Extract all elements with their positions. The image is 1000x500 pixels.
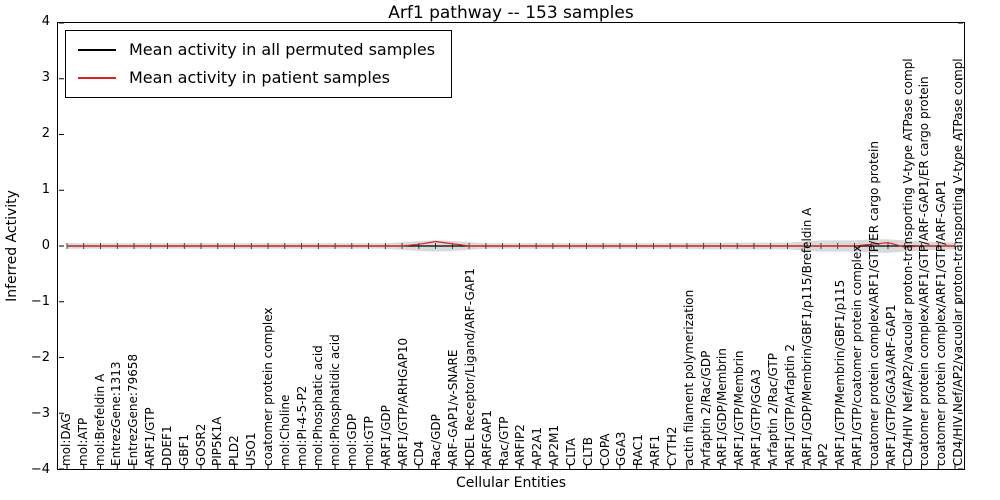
x-tick-label: Rac/GTP <box>496 416 511 466</box>
x-tick-label: CLTB <box>580 437 595 466</box>
x-tick-label: ARF-GAP1/v-SNARE <box>446 349 461 466</box>
x-tick-label: mol:GDP <box>345 413 360 466</box>
x-tick-label: ARF1/GTP/Membrin/GBF1/p115 <box>833 279 848 466</box>
x-tick-label: coatomer protein complex <box>260 307 275 466</box>
x-tick-label: USO1 <box>244 432 259 466</box>
legend-line-patient-icon <box>78 76 116 79</box>
x-tick-label: Rac/GDP <box>429 414 444 466</box>
x-tick-label: coatomer protein complex/ARF1/GTP/ARF-GA… <box>934 180 949 466</box>
x-tick-label: mol:Phosphatic acid <box>311 345 326 466</box>
x-tick-label: ARF1/GTP/ARHGAP10 <box>395 337 410 466</box>
x-tick-label: ARF1/GTP <box>143 407 158 466</box>
x-tick-label: mol:Brefeldin A <box>92 373 107 466</box>
x-tick-label: GBF1 <box>176 433 191 466</box>
y-tick-label: −3 <box>30 406 50 421</box>
x-tick-label: mol:GTP <box>361 416 376 466</box>
x-tick-label: AP2A1 <box>530 427 545 466</box>
y-tick-label: 3 <box>41 70 50 85</box>
x-tick-label: mol:DAG <box>59 413 73 466</box>
x-tick-label: mol:ATP <box>75 417 90 466</box>
x-tick-label: AP2 <box>816 442 831 466</box>
x-tick-label: GGA3 <box>614 431 629 466</box>
x-tick-label: mol:Phosphatidic acid <box>328 334 343 466</box>
y-tick-label: −1 <box>30 294 50 309</box>
x-tick-label: CYTH2 <box>664 426 679 467</box>
y-tick-label: −4 <box>30 462 50 477</box>
x-tick-label: mol:Choline <box>277 394 292 466</box>
y-tick-label: −2 <box>30 350 50 365</box>
x-tick-label: PLD2 <box>227 435 242 466</box>
x-tick-label: GOSR2 <box>193 423 208 466</box>
x-tick-label: EntrezGene:1313 <box>109 361 124 467</box>
series-line-1 <box>66 240 956 248</box>
x-tick-label: ARFGAP1 <box>479 410 494 466</box>
y-tick-label: 0 <box>41 238 50 253</box>
x-tick-label: ARFIP2 <box>513 424 528 466</box>
y-tick-label: 1 <box>41 182 50 197</box>
x-tick-label: mol:PI-4-5-P2 <box>294 385 309 466</box>
x-tick-label: ARF1/GDP/Membrin/GBF1/p115/Brefeldin A <box>799 207 814 466</box>
x-tick-label: ARF1/GTP/GGA3 <box>749 368 764 466</box>
legend-label-patient: Mean activity in patient samples <box>129 68 390 87</box>
x-tick-label: ARF1/GDP <box>378 405 393 466</box>
x-axis-label: Cellular Entities <box>455 475 567 491</box>
x-tick-label: PIP5K1A <box>210 416 225 466</box>
chart-canvas <box>59 22 963 470</box>
x-tick-label: coatomer protein complex/ARF1/GTP/ARF-GA… <box>917 76 932 466</box>
x-tick-label: CLTA <box>563 437 578 466</box>
x-tick-label: RAC1 <box>631 434 646 466</box>
x-tick-label: CD4/HIV Nef/AP2/vacuolar proton-transpor… <box>900 58 915 466</box>
x-tick-label: ARF1/GTP/GGA3/ARF-GAP1 <box>883 304 898 466</box>
x-tick-label: CD4/HIV Nef/AP2/vacuolar proton-transpor… <box>951 58 965 466</box>
legend-label-permuted: Mean activity in all permuted samples <box>129 40 436 59</box>
x-tick-label: COPA <box>597 433 612 466</box>
x-tick-label: ARF1/GTP/Arfaptin 2 <box>782 343 797 466</box>
x-tick-label: ARF1/GTP/Membrin <box>732 350 747 466</box>
x-tick-label: ARF1 <box>648 434 663 466</box>
x-tick-label: EntrezGene:79658 <box>126 353 141 466</box>
x-tick-label: ARF1/GTP/coatomer protein complex <box>850 244 865 466</box>
x-tick-label: Arfaptin 2/Rac/GDP <box>698 350 713 466</box>
x-tick-label: KDEL Receptor/Ligand/ARF-GAP1 <box>462 268 477 466</box>
y-tick-label: 2 <box>41 126 50 141</box>
legend-line-permuted-icon <box>78 48 116 51</box>
legend: Mean activity in all permuted samples Me… <box>65 30 453 98</box>
x-tick-label: ARF1/GDP/Membrin <box>715 348 730 466</box>
legend-item-patient: Mean activity in patient samples <box>78 68 435 87</box>
y-tick-label: 4 <box>41 14 50 29</box>
x-tick-label: CD4 <box>412 440 427 466</box>
chart-title: Arf1 pathway -- 153 samples <box>388 3 634 23</box>
x-tick-label: DDEF1 <box>159 425 174 466</box>
x-tick-label: coatomer protein complex/ARF1/GTP/ER car… <box>866 141 881 466</box>
x-tick-label: AP2M1 <box>547 424 562 466</box>
x-tick-label: Arfaptin 2/Rac/GTP <box>765 353 780 466</box>
x-tick-label: actin filament polymerization <box>681 289 696 466</box>
legend-item-permuted: Mean activity in all permuted samples <box>78 40 435 59</box>
plot-area: mol:DAG mol:ATP mol:Brefeldin A EntrezGene:… <box>57 22 965 470</box>
